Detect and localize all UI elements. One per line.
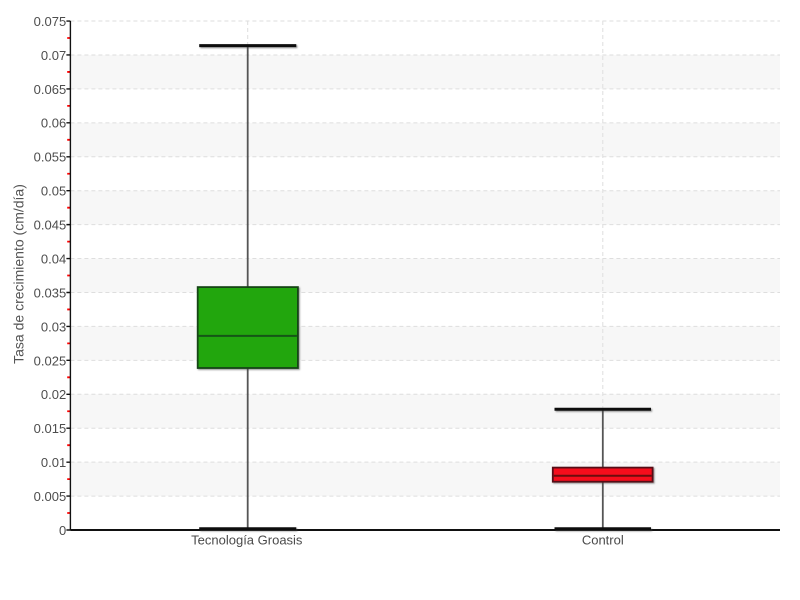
svg-text:0.025: 0.025 <box>34 353 67 368</box>
svg-text:0.01: 0.01 <box>41 455 66 470</box>
svg-text:0.05: 0.05 <box>41 184 66 199</box>
svg-text:0.07: 0.07 <box>41 48 66 63</box>
svg-text:Tecnología Groasis: Tecnología Groasis <box>191 532 303 547</box>
svg-text:0: 0 <box>59 523 66 538</box>
svg-text:0.045: 0.045 <box>34 218 67 233</box>
svg-text:0.055: 0.055 <box>34 150 67 165</box>
svg-text:0.04: 0.04 <box>41 251 66 266</box>
svg-text:0.02: 0.02 <box>41 387 66 402</box>
svg-text:0.075: 0.075 <box>34 14 67 29</box>
svg-text:0.015: 0.015 <box>34 421 67 436</box>
svg-text:0.035: 0.035 <box>34 285 67 300</box>
svg-text:0.005: 0.005 <box>34 489 67 504</box>
svg-text:Control: Control <box>582 532 624 547</box>
svg-text:0.06: 0.06 <box>41 116 66 131</box>
svg-text:0.065: 0.065 <box>34 82 67 97</box>
svg-text:0.03: 0.03 <box>41 319 66 334</box>
svg-text:Tasa de crecimiento (cm/día): Tasa de crecimiento (cm/día) <box>11 184 27 364</box>
